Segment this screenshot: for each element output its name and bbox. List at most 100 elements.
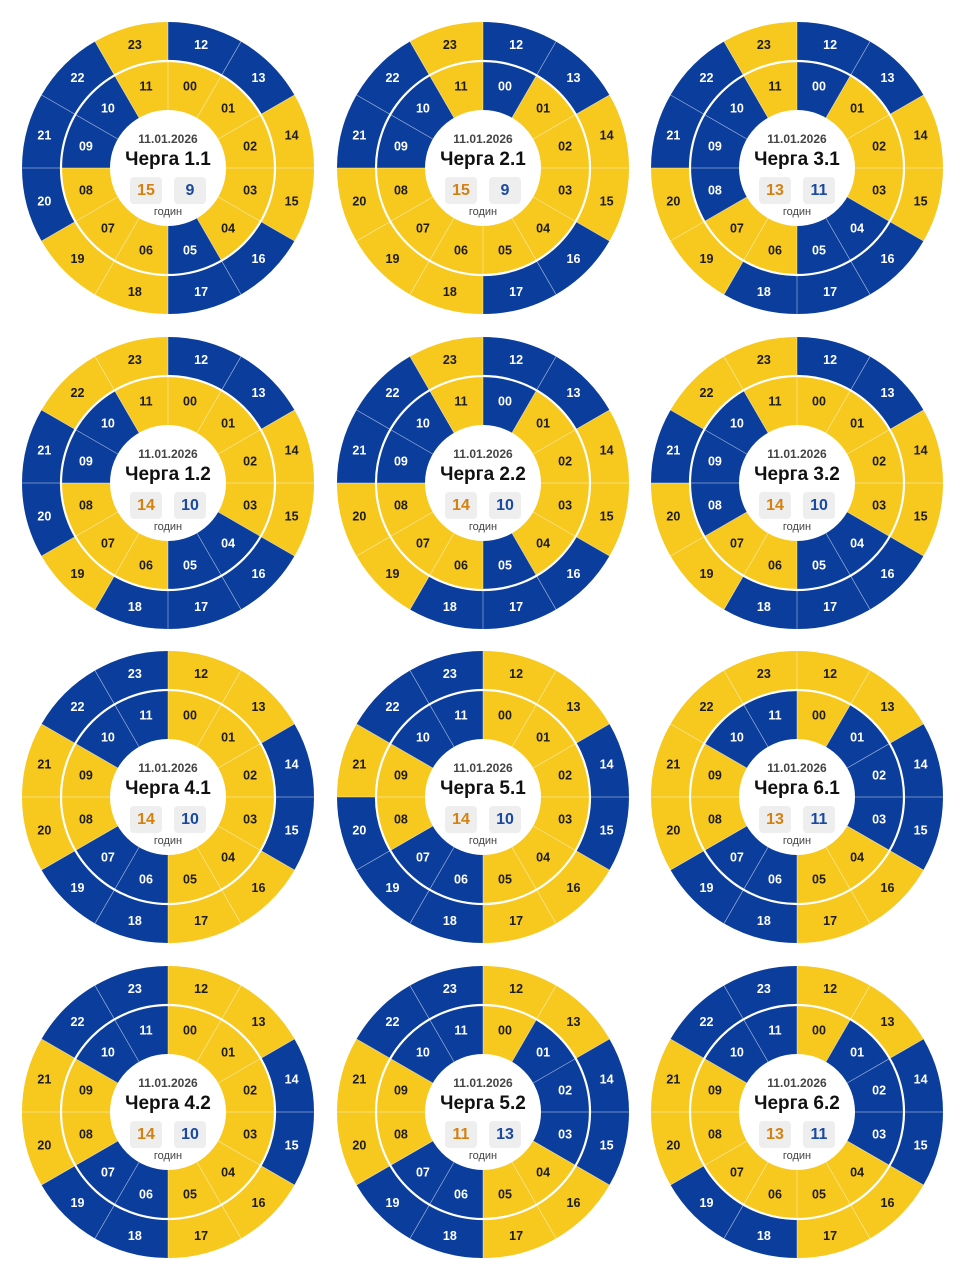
inner-hour-label: 02: [243, 455, 257, 469]
inner-hour-label: 07: [730, 537, 744, 551]
inner-hour-label: 08: [394, 183, 408, 197]
outer-hour-label: 19: [71, 881, 85, 895]
inner-hour-segment: [217, 797, 275, 851]
schedule-date: 11.01.2026: [453, 447, 513, 461]
segment-divider: [94, 1161, 140, 1239]
outer-hour-label: 12: [194, 982, 208, 996]
on-hours-count: 13: [759, 177, 791, 204]
inner-hour-label: 07: [730, 1166, 744, 1180]
inner-hour-segment: [217, 168, 275, 222]
inner-hour-segment: [114, 846, 168, 904]
outer-hour-label: 19: [71, 1196, 85, 1210]
outer-hour-label: 12: [509, 353, 523, 367]
outer-hour-label: 22: [386, 386, 400, 400]
schedule-date: 11.01.2026: [453, 761, 513, 775]
outer-hour-segment: [850, 985, 924, 1059]
segment-divider: [41, 1038, 119, 1084]
inner-hour-segment: [690, 797, 748, 851]
queue-title: Черга 4.1: [125, 778, 211, 799]
outer-hour-label: 20: [352, 510, 366, 524]
hours-unit: годин: [153, 521, 183, 533]
inner-hour-label: 04: [850, 1166, 864, 1180]
inner-hour-segment: [846, 168, 904, 222]
inner-hour-segment: [376, 1058, 434, 1112]
inner-hour-segment: [743, 61, 797, 119]
inner-hour-label: 05: [812, 244, 826, 258]
segment-divider: [409, 217, 455, 295]
segment-divider: [825, 846, 871, 924]
inner-hour-label: 11: [139, 708, 152, 722]
outer-hour-label: 20: [352, 824, 366, 838]
outer-hour-segment: [850, 41, 924, 115]
outer-hour-label: 18: [443, 1229, 457, 1243]
inner-hour-label: 02: [872, 769, 886, 783]
inner-hour-label: 02: [558, 455, 572, 469]
inner-hour-label: 00: [183, 708, 197, 722]
outer-hour-segment: [536, 1165, 610, 1239]
segment-divider: [846, 511, 924, 557]
segment-divider: [94, 985, 140, 1063]
inner-hour-segment: [532, 743, 590, 797]
outer-hour-segment: [670, 41, 744, 115]
outer-hour-label: 21: [666, 443, 680, 457]
segment-divider: [217, 511, 295, 557]
schedule-ring: 12 13 14 15 16 17 18 19 20 21 22 23 00 01 02 03 04 05 06 07…: [21, 336, 315, 630]
ring-separator: [688, 374, 906, 592]
outer-hour-segment: [221, 536, 295, 610]
outer-hour-label: 21: [352, 128, 366, 142]
inner-hour-label: 05: [183, 873, 197, 887]
outer-hour-label: 20: [37, 824, 51, 838]
inner-hour-label: 09: [708, 769, 722, 783]
outer-hour-label: 13: [252, 71, 266, 85]
on-hours-count: 14: [130, 806, 162, 833]
inner-hour-label: 10: [416, 416, 430, 430]
hours-counts: 14 10: [433, 806, 533, 833]
outer-hour-segment: [41, 1165, 115, 1239]
schedule-date: 11.01.2026: [453, 132, 513, 146]
outer-hour-label: 21: [666, 757, 680, 771]
ring-separator: [59, 688, 277, 906]
schedule-date: 11.01.2026: [767, 132, 827, 146]
inner-hour-segment: [429, 217, 483, 275]
outer-hour-label: 17: [823, 914, 837, 928]
outer-hour-label: 17: [509, 1229, 523, 1243]
on-hours-count: 14: [445, 806, 477, 833]
outer-hour-segment: [850, 221, 924, 295]
inner-hour-segment: [168, 846, 222, 904]
inner-hour-label: 10: [101, 101, 115, 115]
outer-hour-segment: [536, 356, 610, 430]
inner-hour-label: 07: [101, 222, 115, 236]
inner-hour-segment: [532, 483, 590, 537]
outer-hour-label: 18: [443, 285, 457, 299]
inner-hour-label: 00: [183, 1023, 197, 1037]
outer-hour-label: 14: [600, 1072, 614, 1086]
inner-hour-segment: [61, 797, 119, 851]
inner-hour-label: 02: [243, 1084, 257, 1098]
hours-unit: годин: [153, 206, 183, 218]
outer-hour-segment: [670, 356, 744, 430]
inner-hour-segment: [114, 1161, 168, 1219]
inner-hour-segment: [797, 532, 851, 590]
segment-divider: [94, 41, 140, 119]
inner-hour-label: 06: [768, 873, 782, 887]
inner-hour-label: 08: [79, 183, 93, 197]
chart-center: 11.01.2026 Черга 2.2 14 10 годин: [433, 433, 533, 533]
segment-divider: [196, 217, 242, 295]
inner-hour-label: 02: [872, 140, 886, 154]
inner-hour-label: 09: [79, 455, 93, 469]
outer-hour-label: 17: [194, 1229, 208, 1243]
inner-hour-label: 04: [221, 222, 235, 236]
hours-unit: годин: [153, 835, 183, 847]
segment-divider: [409, 356, 455, 434]
inner-hour-label: 07: [416, 1166, 430, 1180]
inner-hour-segment: [532, 1058, 590, 1112]
off-hours-count: 10: [489, 806, 521, 833]
segment-divider: [356, 825, 434, 871]
inner-hour-label: 03: [558, 812, 572, 826]
inner-hour-label: 08: [708, 498, 722, 512]
outer-hour-segment: [41, 41, 115, 115]
outer-hour-label: 15: [600, 195, 614, 209]
chart-center: 11.01.2026 Черга 2.1 15 9 годин: [433, 118, 533, 218]
inner-hour-segment: [61, 114, 119, 168]
